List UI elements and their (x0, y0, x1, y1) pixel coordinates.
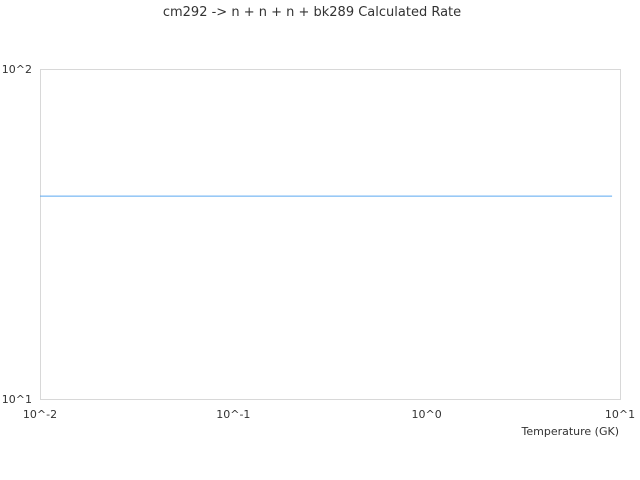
x-tick-label: 10^-2 (23, 408, 57, 421)
plot-area (40, 69, 621, 400)
x-axis-label: Temperature (GK) (521, 425, 620, 438)
x-tick-label: 10^-1 (216, 408, 250, 421)
chart-title: cm292 -> n + n + n + bk289 Calculated Ra… (163, 5, 461, 20)
x-tick-label: 10^0 (412, 408, 442, 421)
x-tick-label: 10^1 (605, 408, 635, 421)
y-tick-label: 10^1 (2, 393, 32, 406)
y-tick-label: 10^2 (2, 63, 32, 76)
